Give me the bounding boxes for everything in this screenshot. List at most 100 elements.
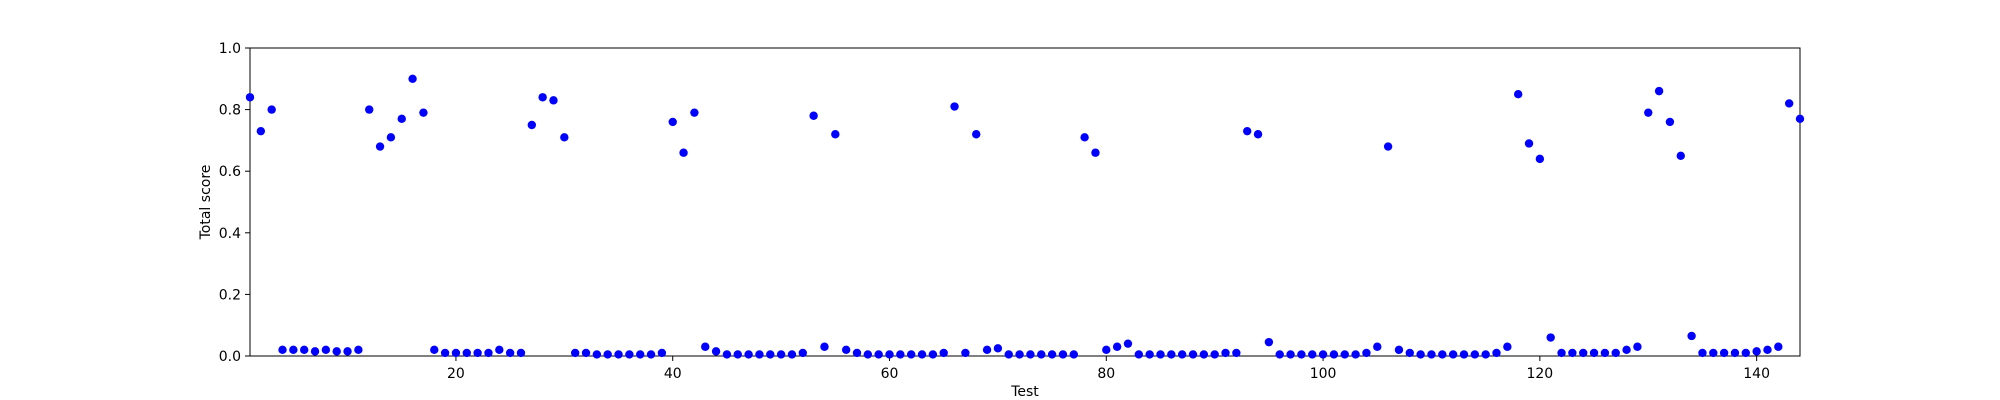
data-point	[462, 348, 471, 358]
data-point	[636, 350, 645, 359]
data-point	[1557, 348, 1566, 358]
data-point	[1058, 350, 1068, 359]
data-point	[1459, 350, 1469, 359]
data-point	[516, 348, 526, 358]
data-point	[451, 348, 461, 358]
data-point	[1102, 345, 1111, 355]
y-tick-label: 0.4	[219, 226, 241, 242]
x-tick-label: 100	[1310, 366, 1337, 382]
data-point	[961, 348, 970, 358]
data-point	[896, 350, 905, 359]
data-point	[614, 350, 623, 359]
data-point	[1004, 350, 1013, 359]
data-point	[354, 345, 363, 355]
data-point	[625, 350, 634, 359]
data-point	[581, 348, 591, 358]
data-point	[549, 96, 558, 105]
data-point	[1481, 350, 1490, 359]
data-point	[1297, 350, 1306, 359]
data-point	[1383, 142, 1393, 151]
data-point	[982, 345, 992, 355]
x-axis-label: Test	[1010, 384, 1039, 400]
data-point	[1611, 348, 1620, 358]
data-point	[386, 133, 396, 142]
x-axis-ticks: 20 40 60 80 100 120 140	[447, 356, 1770, 382]
data-point	[906, 350, 916, 359]
data-point	[1080, 133, 1089, 142]
data-point	[289, 345, 298, 355]
data-point	[1210, 350, 1219, 359]
data-point	[1134, 350, 1144, 359]
data-point	[538, 93, 547, 102]
data-point	[1069, 350, 1078, 359]
x-tick-label: 20	[447, 366, 465, 382]
data-point	[787, 350, 797, 359]
x-tick-label: 140	[1743, 366, 1770, 382]
data-point	[1524, 139, 1534, 148]
data-point	[755, 350, 764, 359]
data-point	[570, 348, 580, 358]
data-point	[1579, 348, 1588, 358]
data-point	[852, 348, 862, 358]
data-point	[646, 350, 656, 359]
data-point	[1199, 350, 1209, 359]
data-point	[321, 345, 331, 355]
data-point	[332, 347, 341, 356]
data-point	[256, 126, 266, 136]
data-point	[1037, 350, 1046, 359]
data-point	[1253, 130, 1263, 139]
data-point	[365, 105, 374, 114]
data-point	[1286, 350, 1295, 359]
data-point	[939, 348, 948, 358]
data-point	[1362, 348, 1371, 358]
data-point	[343, 347, 352, 356]
data-point	[495, 345, 504, 355]
data-point	[419, 108, 428, 117]
data-point	[1145, 350, 1154, 359]
data-point	[928, 350, 938, 359]
data-point	[1741, 348, 1751, 358]
data-point	[972, 130, 981, 139]
plot-area-frame	[249, 47, 1801, 357]
y-axis-ticks: 0.0 0.2 0.4 0.6 0.8 1.0	[219, 41, 250, 365]
data-point	[1763, 345, 1772, 355]
data-point	[299, 345, 309, 355]
data-point	[885, 350, 894, 359]
data-point	[408, 74, 417, 84]
data-point	[1308, 350, 1317, 359]
data-point	[1373, 342, 1382, 351]
data-point	[1351, 350, 1360, 359]
x-tick-label: 80	[1097, 366, 1115, 382]
y-axis-label: Total score	[198, 165, 214, 241]
data-point	[690, 108, 699, 117]
data-point	[1513, 90, 1523, 99]
data-point	[505, 348, 515, 358]
data-point	[766, 350, 775, 359]
y-tick-label: 0.8	[219, 103, 241, 119]
data-point	[1177, 350, 1187, 359]
data-point	[1698, 348, 1707, 358]
data-point	[245, 93, 255, 102]
data-point	[1438, 350, 1447, 359]
data-point	[1730, 348, 1740, 358]
data-point	[1221, 348, 1230, 358]
data-point	[397, 114, 406, 124]
data-point	[1589, 348, 1599, 358]
data-point	[603, 350, 612, 359]
data-points	[245, 74, 1805, 359]
data-point	[1492, 348, 1501, 358]
data-point	[1340, 350, 1349, 359]
data-point	[1709, 348, 1718, 358]
data-point	[1394, 345, 1404, 355]
data-point	[1167, 350, 1176, 359]
data-point	[1448, 350, 1458, 359]
data-point	[1470, 350, 1480, 359]
x-tick-label: 120	[1526, 366, 1553, 382]
data-point	[267, 105, 276, 114]
data-point	[820, 342, 829, 351]
data-point	[1546, 333, 1555, 342]
data-point	[278, 345, 287, 355]
data-point	[1329, 350, 1339, 359]
y-tick-label: 0.6	[219, 164, 241, 180]
data-point	[776, 350, 786, 359]
